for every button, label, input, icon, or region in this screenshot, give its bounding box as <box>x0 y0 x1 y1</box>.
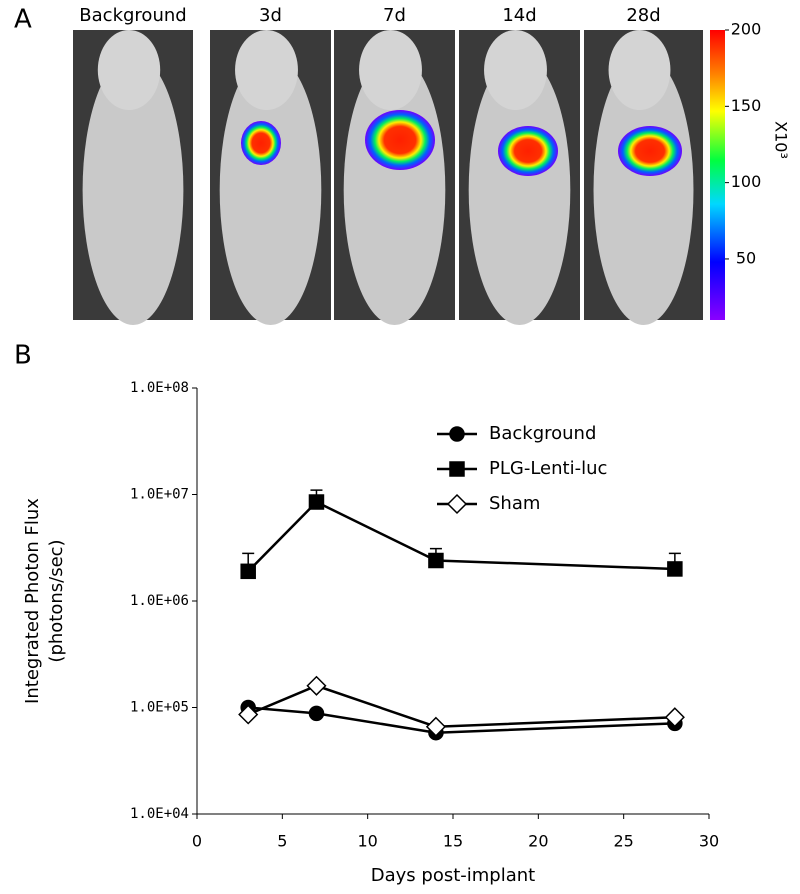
mouse-body <box>82 55 184 325</box>
mouse-image <box>334 30 455 325</box>
y-tick-label: 1.0E+05 <box>130 700 189 716</box>
x-tick-label: 20 <box>528 832 548 851</box>
signal-overlay <box>498 126 558 176</box>
mouse-image <box>210 30 331 325</box>
y-axis-label: Integrated Photon Flux <box>22 498 43 704</box>
mouse-body <box>219 55 322 325</box>
legend-label: PLG-Lenti-luc <box>489 458 607 479</box>
colorbar-label: X10³ <box>772 121 791 159</box>
mouse-image <box>73 30 193 325</box>
y-tick-label: 1.0E+04 <box>130 806 189 822</box>
legend-marker <box>449 461 465 477</box>
marker <box>306 675 327 696</box>
marker <box>428 552 444 569</box>
y-tick-label: 1.0E+06 <box>130 593 189 609</box>
colorbar-tick-label: 50 <box>736 248 756 267</box>
image-title: 3d <box>259 5 282 26</box>
x-tick-label: 5 <box>277 832 287 851</box>
series-line <box>247 684 675 728</box>
image-title: 28d <box>626 5 660 26</box>
x-tick-label: 30 <box>699 832 719 851</box>
legend-label: Background <box>489 423 596 444</box>
marker <box>240 563 256 580</box>
y-axis-label: (photons/sec) <box>46 539 67 662</box>
mouse-head <box>608 30 671 110</box>
signal-overlay <box>618 126 682 176</box>
mouse-head <box>484 30 547 110</box>
signal-overlay <box>365 110 435 170</box>
x-tick-label: 25 <box>613 832 633 851</box>
y-tick-label: 1.0E+07 <box>130 487 189 503</box>
legend-marker <box>449 426 465 442</box>
colorbar-tick-label: 200 <box>731 20 762 39</box>
legend-marker <box>446 493 468 515</box>
mouse-image <box>459 30 580 325</box>
marker <box>667 561 683 577</box>
mouse-body <box>468 55 571 325</box>
signal-overlay <box>241 121 281 165</box>
panel-label: B <box>14 341 32 371</box>
mouse-head <box>97 30 161 110</box>
mouse-body <box>593 55 694 325</box>
x-tick-label: 10 <box>357 832 377 851</box>
mouse-head <box>235 30 298 110</box>
mouse-head <box>359 30 422 110</box>
series-line <box>248 706 675 734</box>
y-tick-label: 1.0E+08 <box>130 380 189 396</box>
marker <box>238 704 259 725</box>
marker <box>425 716 446 737</box>
marker <box>308 705 325 722</box>
colorbar-tick-label: 150 <box>731 96 762 115</box>
colorbar <box>710 30 725 320</box>
marker <box>308 494 325 510</box>
image-title: 14d <box>502 5 536 26</box>
colorbar-tick-label: 100 <box>731 172 762 191</box>
series-line <box>247 500 675 573</box>
image-title: Background <box>79 5 186 26</box>
x-tick-label: 0 <box>192 832 202 851</box>
legend-label: Sham <box>489 493 540 514</box>
mouse-image <box>584 30 703 325</box>
x-tick-label: 15 <box>443 832 463 851</box>
marker <box>664 707 685 728</box>
panel-label: A <box>14 5 32 35</box>
x-axis-label: Days post-implant <box>371 865 535 886</box>
image-title: 7d <box>383 5 406 26</box>
